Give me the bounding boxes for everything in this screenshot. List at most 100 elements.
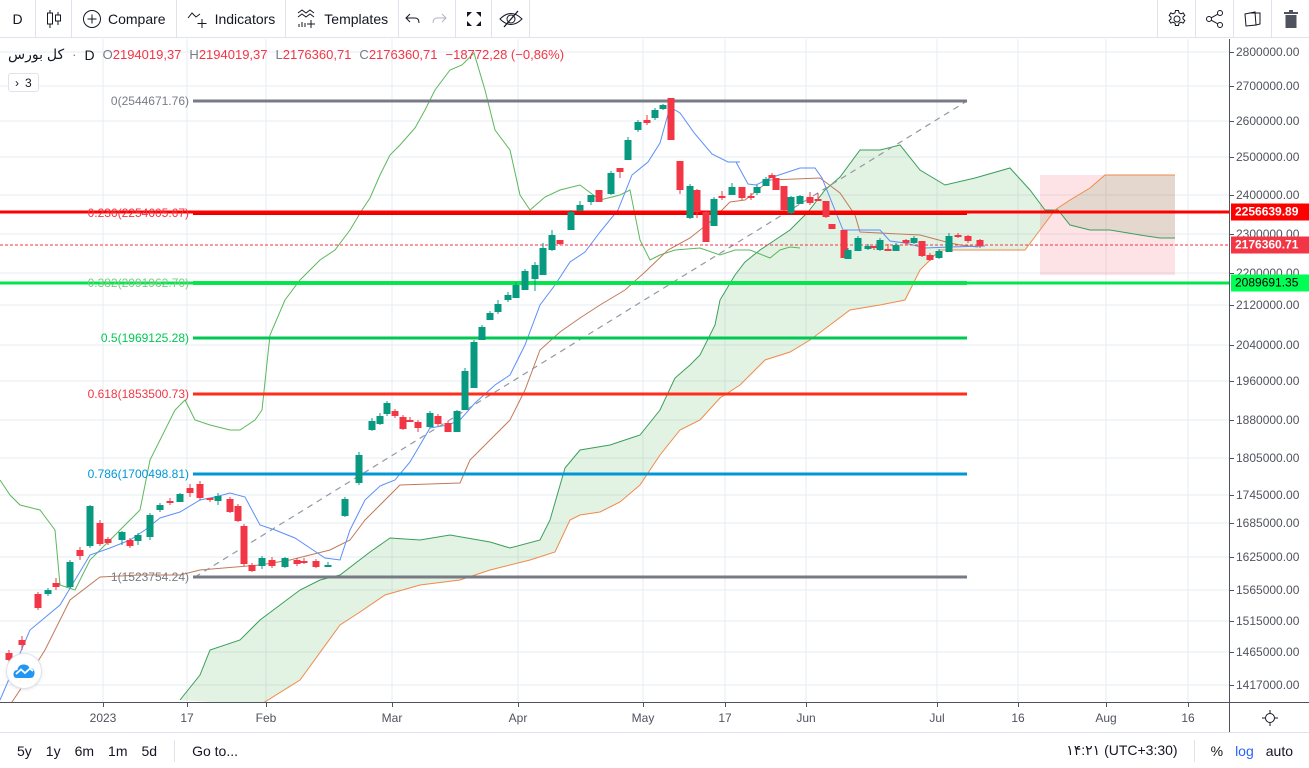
candle-up <box>710 199 718 226</box>
symbol-name[interactable]: کل بورس <box>8 46 65 62</box>
candle-up <box>548 235 556 250</box>
object-tree-button[interactable] <box>1233 0 1271 38</box>
time-tick-label: Mar <box>381 711 403 725</box>
range-1m[interactable]: 1m <box>108 742 128 759</box>
chikou-span-line <box>0 52 801 591</box>
undo-button[interactable] <box>399 0 427 38</box>
time-tick-label: Aug <box>1095 711 1117 725</box>
candle-up <box>787 197 795 213</box>
share-button[interactable] <box>1195 0 1233 38</box>
candle-up <box>504 295 512 300</box>
candle-up <box>258 558 266 566</box>
chart-pane[interactable]: 0(2544671.76) 0.236(2254605.67) 0.382(2091… <box>0 39 1229 702</box>
candle-down <box>738 187 746 198</box>
candle-down <box>444 423 452 432</box>
candle-up <box>910 238 918 243</box>
price-tick-label: 1685000.00 <box>1229 516 1300 530</box>
price-tick-label: 2500000.00 <box>1229 150 1300 164</box>
time-tick <box>266 703 267 707</box>
time-tick <box>392 703 393 707</box>
time-tick-label: Jun <box>796 711 816 725</box>
delete-button[interactable] <box>1271 0 1309 38</box>
candle-up <box>876 240 884 250</box>
candle-down <box>126 540 134 546</box>
candle-up <box>118 532 126 540</box>
axis-settings-button[interactable] <box>1229 702 1309 732</box>
candle-down <box>884 249 892 251</box>
candle-up <box>453 411 461 432</box>
auto-toggle[interactable]: auto <box>1265 742 1293 759</box>
bottom-toolbar: 5y 1y 6m 1m 5d Go to... ۱۴:۲۱ (UTC+3:30)… <box>0 732 1309 768</box>
top-toolbar: D Compare Indicators Templates <box>0 0 1309 38</box>
candle-down <box>870 246 878 248</box>
chart-type-button[interactable] <box>36 0 72 38</box>
candle-up <box>651 110 659 118</box>
price-tick-label: 2700000.00 <box>1229 79 1300 93</box>
time-tick <box>1106 703 1107 707</box>
candle-down <box>902 240 910 243</box>
candle-down <box>234 506 242 521</box>
price-axis[interactable]: 2800000.00 2700000.00 2600000.00 2500000.00… <box>1229 39 1309 702</box>
goto-button[interactable]: Go to... <box>192 742 238 759</box>
candle-down <box>747 196 755 198</box>
candle-down <box>806 197 814 203</box>
range-5d[interactable]: 5d <box>141 742 158 759</box>
candle-down <box>34 594 42 608</box>
time-axis[interactable]: 2023 17 Feb Mar Apr May 17 Jun Jul 16 Aug 16 <box>0 702 1229 732</box>
price-chart-canvas[interactable] <box>0 39 1229 702</box>
candle-up <box>486 313 494 320</box>
candle-down <box>595 190 603 202</box>
timezone-clock[interactable]: ۱۴:۲۱ (UTC+3:30) <box>1066 742 1178 758</box>
indicators-button[interactable]: Indicators <box>177 0 287 38</box>
time-tick <box>518 703 519 707</box>
plus-circle-icon <box>83 9 101 28</box>
price-tick-label: 2800000.00 <box>1229 45 1300 59</box>
candle-down <box>718 196 726 198</box>
candle-down <box>206 498 214 500</box>
time-tick-label: 2023 <box>89 711 117 725</box>
indicators-label: Indicators <box>214 10 276 27</box>
interval-button[interactable]: D <box>0 0 36 38</box>
price-tick-label: 1960000.00 <box>1229 374 1300 388</box>
candle-down <box>918 241 926 256</box>
range-5y[interactable]: 5y <box>17 742 32 759</box>
senkou-span-a-line <box>179 144 1175 701</box>
kijun-sen-line <box>11 177 979 702</box>
percent-toggle[interactable]: % <box>1210 742 1224 759</box>
fib-level-label: 0.382(2091962.70) <box>87 276 189 290</box>
range-1y[interactable]: 1y <box>45 742 61 759</box>
candle-down <box>312 561 320 567</box>
candlestick-icon <box>46 9 61 28</box>
price-tick-label: 1745000.00 <box>1229 488 1300 502</box>
candle-up <box>86 506 94 546</box>
candle-down <box>693 190 701 212</box>
templates-button[interactable]: Templates <box>286 0 400 38</box>
candle-up <box>935 251 943 258</box>
price-tag: 2089691.35 <box>1231 274 1309 292</box>
fib-level-label: 0.5(1969125.28) <box>100 331 189 345</box>
price-tick-label: 1465000.00 <box>1229 645 1300 659</box>
fullscreen-button[interactable] <box>456 0 493 38</box>
tradingview-logo-button[interactable] <box>6 653 42 689</box>
candle-down <box>248 565 256 571</box>
legend-interval: D <box>84 46 95 63</box>
range-6m[interactable]: 6m <box>74 742 95 759</box>
hide-drawings-button[interactable] <box>492 0 531 38</box>
candle-down <box>52 583 60 587</box>
close-value: C2176360,71 <box>359 47 438 62</box>
fib-level-label: 0(2544671.76) <box>110 94 189 108</box>
time-tick <box>103 703 104 707</box>
indicators-collapse-button[interactable]: › 3 <box>8 73 39 92</box>
log-toggle[interactable]: log <box>1235 742 1254 759</box>
candle-down <box>240 526 248 564</box>
candle-down <box>300 561 308 563</box>
redo-button[interactable] <box>427 0 457 38</box>
compare-label: Compare <box>108 10 166 27</box>
compare-button[interactable]: Compare <box>72 0 177 38</box>
candle-up <box>44 590 52 594</box>
settings-button[interactable] <box>1157 0 1195 38</box>
trash-icon <box>1283 9 1298 28</box>
candle-up <box>494 304 502 312</box>
price-tick-label: 2600000.00 <box>1229 114 1300 128</box>
